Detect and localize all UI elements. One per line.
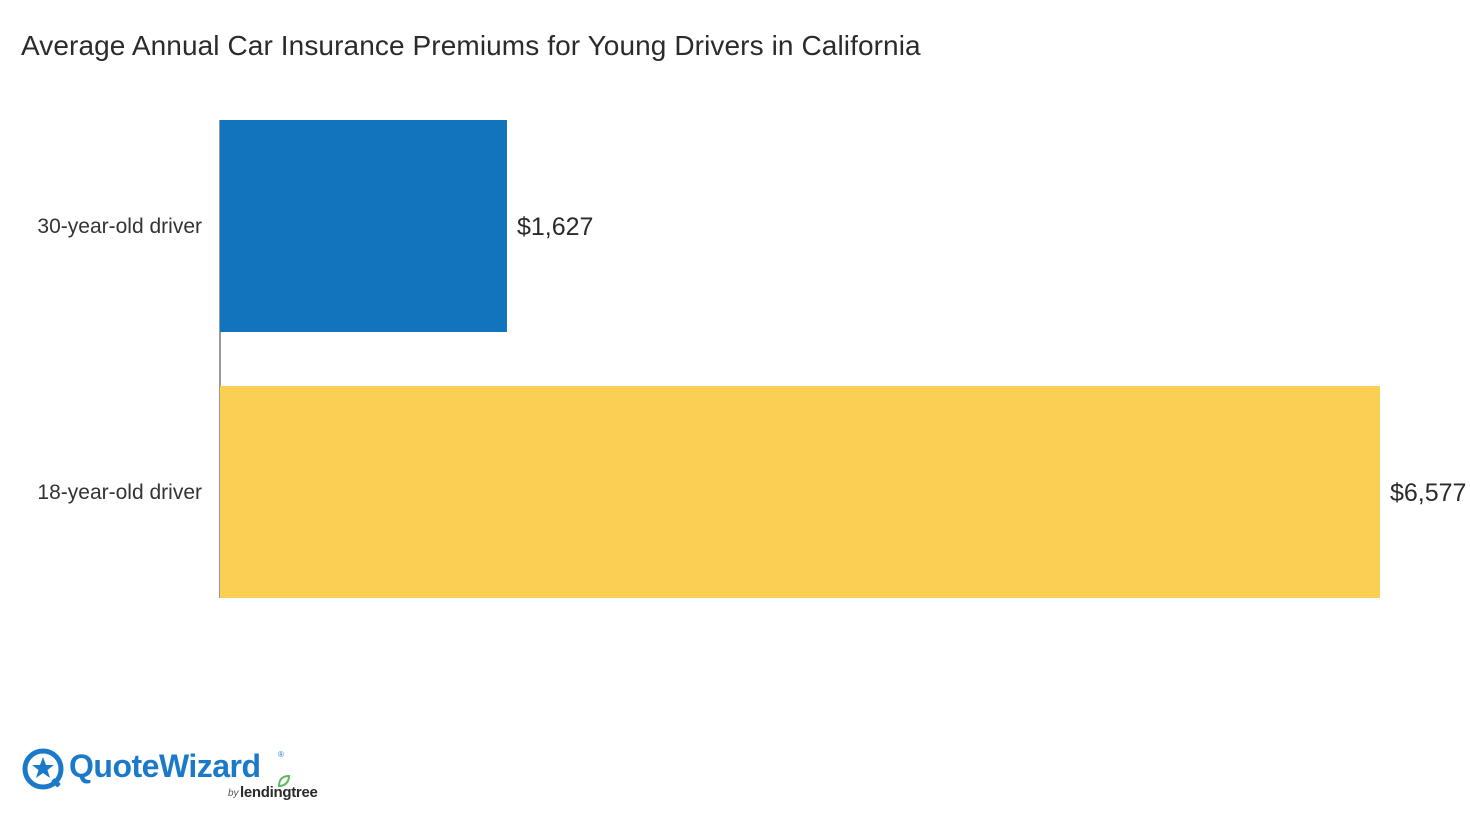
logo-by-text: by (228, 788, 239, 799)
value-label-1: $1,627 (517, 213, 593, 241)
logo-wordmark: QuoteWizard (69, 748, 261, 784)
logo-lendingtree-text: lendingtree (240, 784, 318, 801)
category-label-2: 18-year-old driver (37, 481, 202, 504)
bar-chart: 30-year-old driver $1,627 18-year-old driv… (37, 120, 1466, 598)
leaf-icon (277, 774, 291, 788)
quotewizard-logo: QuoteWizard ® by lendingtree (22, 746, 342, 806)
value-label-2: $6,577 (1390, 479, 1466, 507)
wizard-star-icon (22, 748, 64, 790)
bar-2 (220, 386, 1380, 598)
category-label-1: 30-year-old driver (37, 215, 202, 238)
bar-1 (220, 120, 507, 332)
chart-title: Average Annual Car Insurance Premiums fo… (21, 30, 921, 61)
registered-mark: ® (278, 750, 284, 759)
